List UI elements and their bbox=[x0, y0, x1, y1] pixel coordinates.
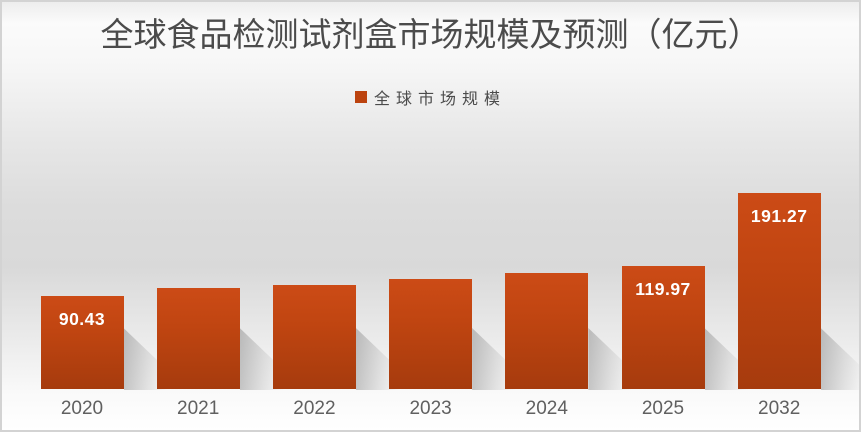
plot-area: 90.43 119.97 191.27 bbox=[2, 2, 859, 389]
bar-value-label: 90.43 bbox=[58, 309, 106, 329]
bar-2025: 119.97 bbox=[621, 266, 705, 389]
bar-2021 bbox=[156, 288, 240, 389]
bar-value-label: 119.97 bbox=[635, 279, 691, 299]
bar-2023 bbox=[389, 279, 473, 389]
x-axis-label-2032: 2032 bbox=[758, 398, 801, 419]
x-axis-label-2020: 2020 bbox=[60, 398, 104, 419]
bar-2024 bbox=[505, 273, 589, 389]
x-axis-label-2025: 2025 bbox=[641, 398, 685, 419]
legend: 全球市场规模 bbox=[2, 85, 859, 109]
x-axis-label-2022: 2022 bbox=[293, 398, 336, 419]
legend-label: 全球市场规模 bbox=[373, 91, 506, 108]
legend-swatch-icon bbox=[354, 91, 367, 103]
bar-2032: 191.27 bbox=[737, 193, 821, 389]
bar-2022 bbox=[272, 285, 356, 389]
x-axis: 2020 2021 2022 2023 2024 2025 2032 bbox=[2, 398, 859, 424]
x-axis-label-2024: 2024 bbox=[525, 398, 568, 419]
x-axis-label-2023: 2023 bbox=[409, 398, 452, 419]
x-axis-label-2021: 2021 bbox=[177, 398, 220, 419]
chart-title: 全球食品检测试剂盒市场规模及预测（亿元） bbox=[100, 18, 761, 54]
bar-value-label: 191.27 bbox=[750, 206, 808, 226]
bar-2020: 90.43 bbox=[40, 296, 124, 389]
